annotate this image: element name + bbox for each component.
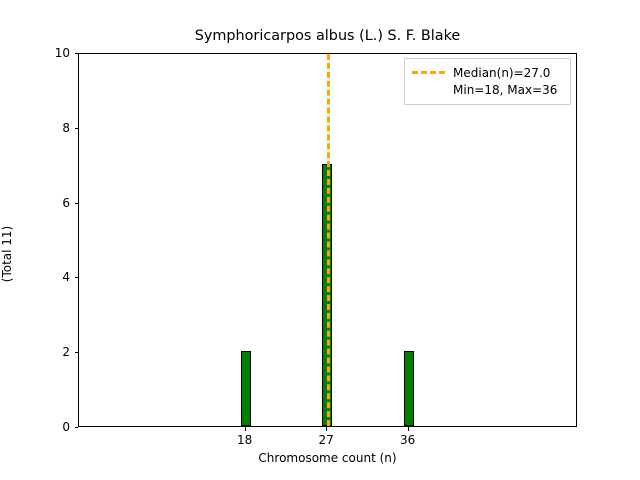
chart-title: Symphoricarpos albus (L.) S. F. Blake [194, 28, 461, 44]
legend-entry: Min=18, Max=36 [412, 81, 563, 98]
y-tick-label: 6 [62, 195, 70, 210]
y-tick-mark [74, 127, 78, 129]
y-tick-label: 0 [62, 420, 70, 434]
x-tick-label: 27 [318, 433, 334, 447]
plot-clip [79, 54, 576, 426]
y-tick-label: 2 [62, 345, 70, 360]
x-axis-label: Chromosome count (n) [258, 451, 397, 465]
median-line [327, 54, 331, 426]
legend-label: Min=18, Max=36 [453, 82, 558, 97]
y-tick-label: 10 [54, 46, 70, 60]
legend-label: Median(n)=27.0 [453, 65, 551, 80]
chart-legend: Median(n)=27.0 Min=18, Max=36 [404, 58, 571, 105]
y-tick-mark [74, 202, 78, 204]
y-tick-mark [74, 352, 78, 354]
y-tick-mark [74, 53, 78, 54]
bar [322, 164, 333, 426]
legend-entry: Median(n)=27.0 [412, 64, 563, 81]
legend-line-swatch [412, 71, 445, 74]
y-axis-label-line-2: (Total 11) [0, 225, 14, 283]
y-tick-label: 4 [62, 270, 70, 285]
x-tick-mark [407, 427, 409, 431]
bar [240, 351, 251, 426]
plot-area [78, 53, 577, 427]
x-tick-label: 36 [400, 433, 416, 447]
y-tick-label: 8 [62, 120, 70, 135]
y-axis-label: Num of counts (Total 11) [0, 210, 14, 298]
x-tick-mark [326, 427, 328, 431]
y-tick-mark [74, 277, 78, 279]
x-tick-label: 18 [236, 433, 253, 447]
bar [403, 351, 414, 426]
y-tick-mark [74, 427, 78, 428]
x-tick-mark [244, 427, 246, 431]
